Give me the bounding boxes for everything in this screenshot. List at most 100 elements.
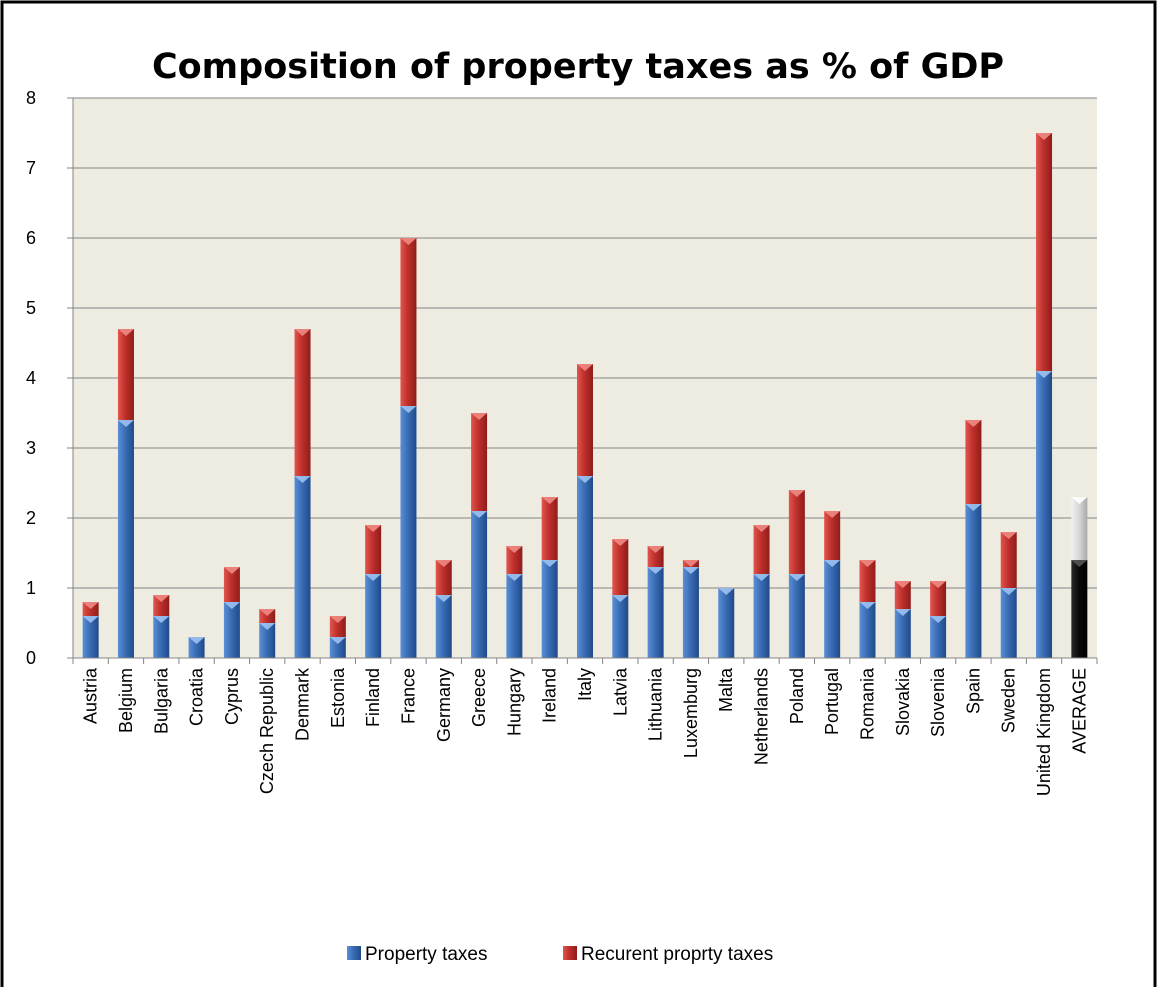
y-tick-label: 8 <box>26 88 36 108</box>
y-tick-label: 6 <box>26 228 36 248</box>
bar-cap <box>153 595 170 602</box>
legend-label-recurrent-property-taxes: Recurent proprty taxes <box>581 944 773 965</box>
bar-cap <box>647 546 664 553</box>
legend-label-property-taxes: Property taxes <box>365 944 488 965</box>
bar-segment-property-taxes <box>577 476 593 658</box>
bar-segment-property-taxes <box>965 504 982 658</box>
x-category-label: Finland <box>363 668 383 727</box>
x-category-label: Germany <box>434 668 454 742</box>
bar-segment-recurrent-property-taxes <box>753 525 770 574</box>
bar-segment-recurrent-property-taxes <box>329 616 346 637</box>
bar-cap <box>894 609 911 616</box>
bar-cap <box>117 329 134 336</box>
bar-cap <box>471 413 488 420</box>
bar-segment-property-taxes <box>294 476 311 658</box>
y-tick-label: 5 <box>26 298 36 318</box>
x-category-label: AVERAGE <box>1069 668 1089 754</box>
bar-cap <box>1071 497 1088 504</box>
bar-segment-property-taxes <box>859 602 876 658</box>
bar-cap <box>223 567 240 574</box>
bar-segment-recurrent-property-taxes <box>223 567 240 602</box>
x-category-label: Croatia <box>187 667 207 726</box>
bar-cap <box>859 602 876 609</box>
bar-cap <box>329 616 346 623</box>
x-category-label: Portugal <box>822 668 842 735</box>
bar-segment-property-taxes <box>117 420 134 658</box>
bar-cap <box>859 560 876 567</box>
bar-cap <box>82 602 99 609</box>
bar-cap <box>647 567 664 574</box>
bar-cap <box>153 616 170 623</box>
bar-segment-property-taxes <box>1036 371 1053 658</box>
bar-cap <box>506 574 523 581</box>
bar-cap <box>294 329 311 336</box>
bar-cap <box>788 574 805 581</box>
bar-segment-property-taxes <box>188 637 205 658</box>
bar-segment-recurrent-property-taxes <box>930 581 947 616</box>
bar-segment-property-taxes <box>541 560 558 658</box>
bar-cap <box>541 497 558 504</box>
bar-cap <box>435 560 452 567</box>
bar-segment-recurrent-property-taxes <box>824 511 841 560</box>
bar-segment-property-taxes <box>435 595 452 658</box>
bar-cap <box>259 609 276 616</box>
bar-cap <box>365 525 382 532</box>
y-tick-label: 4 <box>26 368 36 388</box>
bar-segment-property-taxes <box>930 616 947 658</box>
bar-segment-recurrent-property-taxes <box>471 413 488 511</box>
x-category-label: Spain <box>963 668 983 714</box>
bar-cap <box>82 616 99 623</box>
bar-cap <box>294 476 311 483</box>
bar-segment-recurrent-property-taxes <box>859 560 876 602</box>
bar-segment-property-taxes <box>753 574 770 658</box>
y-axis-ticks: 0 1 2 3 4 5 6 7 8 <box>26 88 1098 668</box>
bar-segment-property-taxes <box>82 616 99 658</box>
bar-cap <box>506 546 523 553</box>
bar-segment-property-taxes <box>824 560 841 658</box>
bar-segment-recurrent-property-taxes <box>894 581 911 609</box>
bar-cap <box>223 602 240 609</box>
bar-segment-property-taxes <box>400 406 417 658</box>
bar-cap <box>1000 588 1017 595</box>
bar-cap <box>965 504 982 511</box>
bar-segment-recurrent-property-taxes <box>506 546 523 574</box>
bar-cap <box>400 406 417 413</box>
x-category-label: Czech Republic <box>257 668 277 794</box>
legend-swatch-property-taxes <box>347 946 361 960</box>
x-category-label: Italy <box>575 668 595 701</box>
x-category-label: Estonia <box>328 667 348 728</box>
bar-segment-recurrent-property-taxes <box>435 560 452 595</box>
x-category-label: Luxemburg <box>681 668 701 758</box>
bar-segment-recurrent-property-taxes <box>612 539 629 595</box>
bar-segment-property-taxes <box>471 511 488 658</box>
bar-cap <box>400 238 417 245</box>
bar-cap <box>1036 133 1053 140</box>
bar-cap <box>894 581 911 588</box>
bar-cap <box>824 511 841 518</box>
bar-segment-property-taxes <box>365 574 382 658</box>
bar-cap <box>471 511 488 518</box>
bar-cap <box>718 588 735 595</box>
bar-segment-property-taxes <box>1000 588 1017 658</box>
chart-title: Composition of property taxes as % of GD… <box>152 47 1004 87</box>
y-tick-label: 3 <box>26 438 36 458</box>
x-category-label: Hungary <box>504 668 524 736</box>
bar-segment-property-taxes <box>329 637 346 658</box>
x-category-label: Slovenia <box>928 667 948 737</box>
y-tick-label: 0 <box>26 648 36 668</box>
bar-cap <box>577 476 593 483</box>
bar-cap <box>612 539 629 546</box>
bar-segment-property-taxes <box>612 595 629 658</box>
x-category-label: Bulgaria <box>151 667 171 734</box>
x-category-label: Sweden <box>999 668 1019 733</box>
bar-segment-property-taxes <box>894 609 911 658</box>
x-category-label: Greece <box>469 668 489 727</box>
bar-cap <box>541 560 558 567</box>
bar-segment-property-taxes <box>718 588 735 658</box>
x-category-label: Lithuania <box>646 667 666 741</box>
bar-cap <box>682 560 699 567</box>
bar-segment-recurrent-property-taxes <box>647 546 664 567</box>
bar-segment-recurrent-property-taxes <box>1036 133 1053 371</box>
bar-segment-recurrent-property-taxes <box>1000 532 1017 588</box>
